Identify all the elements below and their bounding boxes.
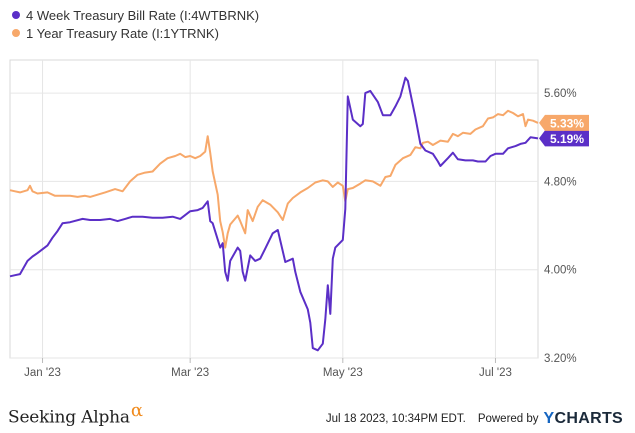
brand-name: Seeking Alpha [8,407,130,428]
alpha-mark: α [130,400,143,421]
ycharts-logo[interactable]: YCHARTS [544,410,623,428]
y-tick-label: 4.80% [544,176,577,188]
y-tick-label: 3.20% [544,353,577,365]
seeking-alpha-logo[interactable]: Seeking Alphaα [8,400,143,428]
x-tick-label: May '23 [323,367,363,379]
end-label-bg-1-year [539,114,589,131]
gridlines [9,59,539,363]
y-tick-label: 4.00% [544,265,577,277]
end-label-4-week: 5.19% [550,132,584,146]
ycharts-logo-y: Y [543,410,555,427]
y-tick-label: 5.60% [544,88,577,100]
x-tick-label: Mar '23 [171,367,209,379]
legend-item-1-year[interactable]: 1 Year Treasury Rate (I:1YTRNK) [12,24,259,42]
series-line-4-week [9,76,539,352]
end-label-bg-4-week [539,130,589,147]
series-line-1-year [9,109,539,249]
axis-labels: 3.20% 4.00% 4.80% 5.60% Jan '23 Mar '23 May '2… [24,88,576,379]
chart-legend: 4 Week Treasury Bill Rate (I:4WTBRNK) 1 … [12,6,259,42]
series-lines [9,76,539,352]
chart-timestamp: Jul 18 2023, 10:34PM EDT. [325,413,466,425]
end-label-1-year: 5.33% [550,116,584,130]
end-value-labels: 5.19% 5.33% [539,114,589,147]
legend-label-4-week: 4 Week Treasury Bill Rate (I:4WTBRNK) [26,7,260,23]
legend-item-4-week[interactable]: 4 Week Treasury Bill Rate (I:4WTBRNK) [12,6,259,24]
x-tick-label: Jul '23 [479,367,512,379]
x-tick-label: Jan '23 [24,367,61,379]
legend-label-1-year: 1 Year Treasury Rate (I:1YTRNK) [26,25,219,41]
legend-swatch-1-year [12,29,20,37]
chart-footer: Jul 18 2023, 10:34PM EDT. Powered by YCH… [326,410,623,428]
powered-by-label: Powered by [477,413,539,425]
legend-swatch-4-week [12,11,20,19]
ycharts-logo-text: CHARTS [554,410,623,427]
